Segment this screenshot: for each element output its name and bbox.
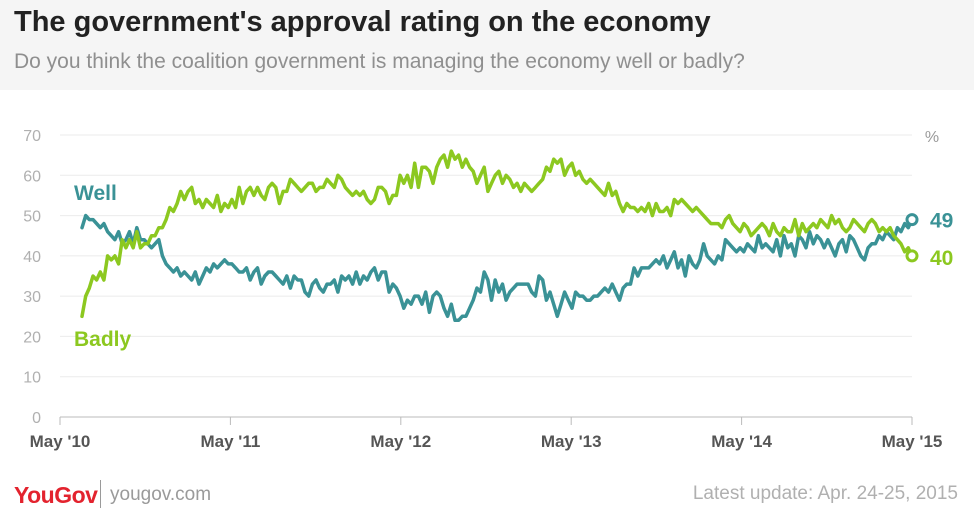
- series-line-well: [80, 213, 914, 323]
- series-label-badly: Badly: [74, 328, 132, 351]
- y-tick-label: 70: [23, 128, 41, 145]
- end-marker-badly: [905, 249, 919, 263]
- y-tick-label: 60: [23, 168, 41, 185]
- x-tick-label: May '13: [541, 432, 602, 451]
- x-tick-label: May '14: [711, 432, 772, 451]
- series-labels: Well Badly 49 40: [74, 182, 953, 351]
- series-line-badly: [80, 149, 914, 319]
- y-tick-label: 0: [32, 410, 41, 427]
- x-tick-label: May '15: [882, 432, 943, 451]
- footer-divider: [100, 480, 101, 508]
- x-tick-label: May '10: [30, 432, 91, 451]
- x-tick-label: May '11: [200, 432, 260, 451]
- x-tick-label: May '12: [370, 432, 431, 451]
- header: The government's approval rating on the …: [0, 0, 974, 90]
- latest-update-text: Latest update: Apr. 24-25, 2015: [692, 483, 958, 504]
- y-axis-ticks: 0 10 20 30 40 50 60 70: [23, 128, 41, 427]
- yougov-logo: YouGov: [14, 482, 98, 508]
- series-label-well: Well: [74, 182, 117, 205]
- y-tick-label: 50: [23, 209, 41, 226]
- end-value-well: 49: [930, 210, 953, 233]
- y-tick-label: 30: [23, 289, 41, 306]
- page-subtitle: Do you think the coalition government is…: [14, 50, 745, 73]
- end-marker-well: [905, 213, 919, 227]
- unit-label: %: [925, 129, 939, 146]
- y-tick-label: 20: [23, 329, 41, 346]
- y-tick-label: 40: [23, 249, 41, 266]
- series-lines: [80, 149, 919, 323]
- footer-site-link[interactable]: yougov.com: [110, 484, 212, 505]
- x-axis: May '10 May '11 May '12 May '13 May '14 May '…: [30, 416, 943, 451]
- y-tick-label: 10: [23, 370, 41, 387]
- page-title: The government's approval rating on the …: [14, 6, 711, 38]
- end-value-badly: 40: [930, 247, 953, 270]
